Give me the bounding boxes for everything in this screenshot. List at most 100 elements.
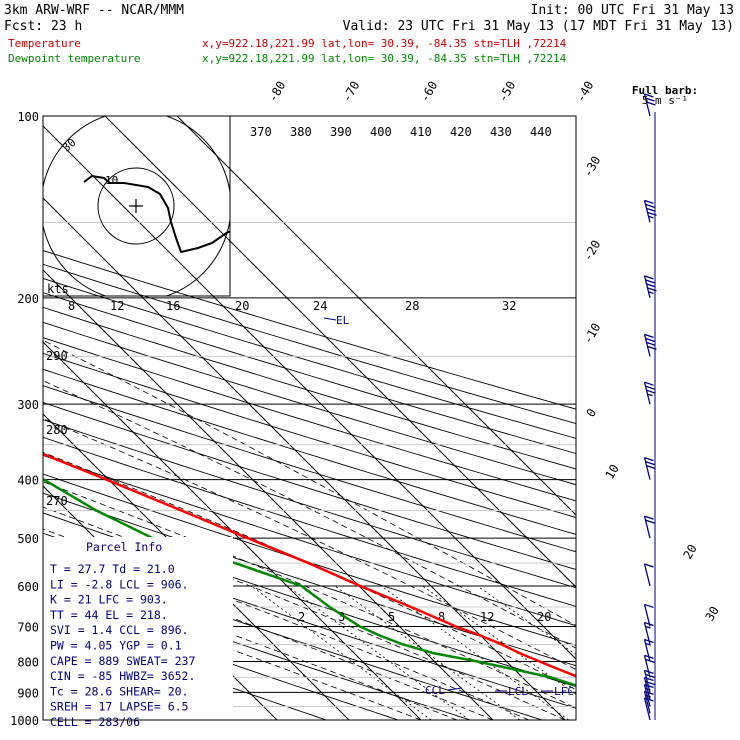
hodograph-origin-cross [129, 199, 143, 213]
wind-barb [643, 563, 654, 587]
pressure-tick-label: 300 [17, 398, 39, 412]
temperature-profile [43, 452, 576, 678]
hodograph-speed-label: 28 [405, 299, 419, 313]
isotherm-line [43, 269, 494, 720]
mixing-ratio-label: 12 [480, 610, 494, 624]
parcel-info-panel: Parcel Info T = 27.7 Td = 21.0LI = -2.8 … [43, 537, 233, 729]
theta-label-top: 380 [290, 125, 312, 139]
theta-label-top: 440 [530, 125, 552, 139]
dry-adiabat [43, 597, 400, 720]
temperature-legend-info: x,y=922.18,221.99 lat,lon= 30.39, -84.35… [202, 37, 567, 50]
mixing-ratio-line [334, 585, 521, 720]
wind-barb [643, 93, 656, 117]
wind-barb [643, 381, 656, 405]
pressure-tick-label: 200 [17, 292, 39, 306]
lfc-marker-label: LFC [554, 685, 574, 698]
mixing-ratio-lines [251, 585, 576, 720]
theta-label-top: 420 [450, 125, 472, 139]
pressure-tick-label: 100 [17, 110, 39, 124]
dry-adiabat [43, 575, 472, 720]
valid-time: Valid: 23 UTC Fri 31 May 13 (17 MDT Fri … [343, 19, 734, 34]
isotherm-line [104, 116, 576, 588]
pressure-tick-label: 1000 [10, 714, 39, 728]
parcel-info-row: CELL = 283/06 [50, 715, 140, 729]
forecast-hour: Fcst: 23 h [4, 19, 82, 34]
isotherm-line [43, 197, 566, 720]
mixing-ratio-line [251, 585, 432, 720]
isotherm-line [176, 116, 576, 516]
isotherm-line [43, 125, 576, 660]
hodograph-trace [83, 174, 230, 254]
dewpoint-legend-info: x,y=922.18,221.99 lat,lon= 30.39, -84.35… [202, 52, 567, 65]
model-title: 3km ARW-WRF -- NCAR/MMM [4, 3, 184, 18]
temperature-axis-label: -30 [580, 154, 603, 180]
init-time: Init: 00 UTC Fri 31 May 13 [531, 3, 735, 18]
wind-barb [643, 199, 657, 223]
wind-barb [643, 621, 654, 645]
parcel-info-row: SREH = 17 LAPSE= 6.5 [50, 700, 188, 714]
parcel-info-title: Parcel Info [86, 540, 162, 554]
theta-label-left: 280 [46, 423, 68, 437]
mixing-ratio-label: 8 [438, 610, 445, 624]
ccl-marker-label: CCL [425, 684, 445, 697]
temperature-axis-label: -10 [580, 321, 603, 347]
parcel-info-row: CAPE = 889 SWEAT= 237 [50, 654, 195, 668]
temperature-axis-label: 30 [702, 604, 721, 624]
parcel-info-row: CIN = -85 HWBZ= 3652. [50, 669, 195, 683]
theta-label-top: 430 [490, 125, 512, 139]
barb-scale-units: 5 m s⁻¹ [642, 94, 688, 107]
wind-barb [643, 457, 656, 480]
wind-barb [643, 603, 654, 627]
temperature-axis-label: -40 [573, 79, 596, 105]
mixing-ratio-label: 20 [537, 610, 551, 624]
temperature-legend-label: Temperature [8, 37, 81, 50]
parcel-info-row: K = 21 LFC = 903. [50, 593, 168, 607]
parcel-info-row: TT = 44 EL = 218. [50, 608, 168, 622]
barb-scale-title: Full barb: [632, 84, 698, 97]
hodograph-ring-label: 30 [60, 136, 79, 154]
temperature-axis-label: -80 [265, 79, 288, 105]
hodograph-speed-label: 8 [68, 299, 75, 313]
theta-label-top: 370 [250, 125, 272, 139]
wind-barb [643, 333, 657, 357]
ccl-marker-arrow [447, 687, 463, 691]
pressure-tick-label: 500 [17, 532, 39, 546]
theta-label-top: 400 [370, 125, 392, 139]
dry-adiabat [43, 454, 576, 627]
dewpoint-profile [43, 477, 576, 687]
moist-adiabat [43, 451, 576, 690]
hodograph-speed-label: 32 [502, 299, 516, 313]
dry-adiabat [43, 473, 576, 646]
temperature-axis-label: -20 [580, 238, 603, 264]
temperature-axis-label: 10 [602, 462, 621, 482]
parcel-info-row: SVI = 1.4 CCL = 896. [50, 623, 188, 637]
mixing-ratio-label: 2 [298, 610, 305, 624]
parcel-info-row: T = 27.7 Td = 21.0 [50, 562, 175, 576]
theta-label-left: 290 [46, 349, 68, 363]
hodograph-speed-label: 24 [313, 299, 327, 313]
isotherm-line [43, 413, 350, 720]
pressure-tick-label: 600 [17, 580, 39, 594]
dry-adiabat [43, 436, 576, 607]
el-marker-arrow [323, 317, 337, 321]
lcl-marker-label: LCL [508, 685, 528, 698]
pressure-tick-label: 800 [17, 655, 39, 669]
dry-adiabat [43, 620, 328, 720]
dry-adiabat [43, 492, 576, 667]
temperature-axis-label: -70 [339, 79, 362, 105]
dewpoint-legend-label: Dewpoint temperature [8, 52, 140, 65]
hodograph-speed-label: 12 [110, 299, 124, 313]
mixing-ratio-line [287, 585, 470, 720]
el-marker-label: EL [336, 314, 350, 327]
hodograph-speed-label: 20 [235, 299, 249, 313]
dry-adiabat [43, 419, 576, 589]
plot-frame [42, 115, 577, 721]
level-markers: EL CCL LCL LFC [323, 314, 574, 698]
temperature-axis-label: -50 [495, 79, 518, 105]
isotherm-line [43, 341, 422, 720]
pressure-tick-label: 900 [17, 686, 39, 700]
pressure-tick-label: 400 [17, 474, 39, 488]
hodograph-ring-inner [97, 167, 175, 245]
wind-barb [643, 275, 657, 298]
mixing-ratio-label: 5 [388, 610, 395, 624]
